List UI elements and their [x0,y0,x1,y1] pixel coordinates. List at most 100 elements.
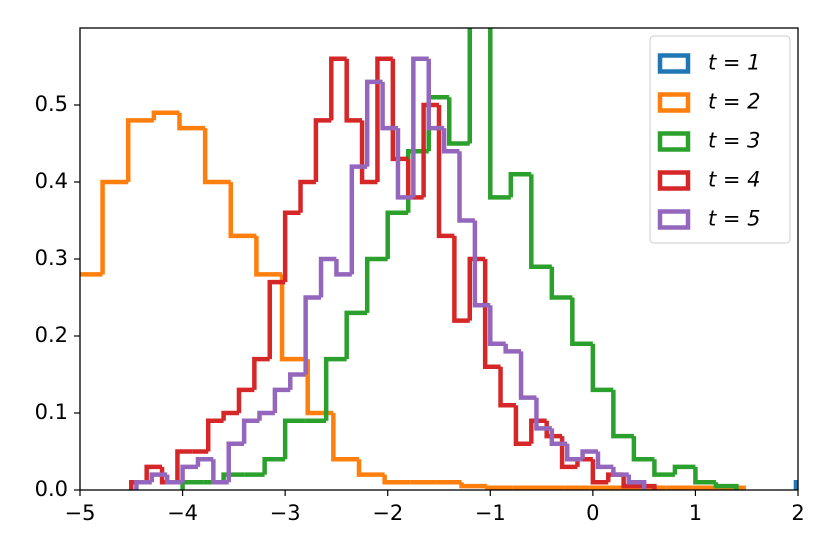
histogram-bin [226,441,245,483]
histogram-bin [267,279,286,360]
histogram-bin [488,305,506,346]
histogram-bin [221,472,245,483]
histogram-bin [513,405,532,447]
histogram-bin [508,172,532,198]
histogram-bin [405,158,424,200]
legend: t = 1 t = 2 t = 3 t = 4 t = 5 [649,35,791,244]
histogram-bin [385,210,409,259]
histogram-bin [334,259,352,277]
histogram-bin [331,413,359,462]
histogram-bin [534,397,552,431]
x-tick-label: −4 [167,501,198,525]
histogram-bin [236,387,255,413]
histogram-bin [503,343,522,354]
y-tick-label: 0.1 [35,400,68,424]
legend-swatch [657,53,691,74]
histogram-bin [713,482,739,490]
histogram-bin [411,56,429,198]
histogram-bin [457,151,475,223]
histogram-bin [467,256,486,321]
histogram-bin [228,182,257,239]
histogram-bin [344,58,363,123]
histogram-bin [323,356,347,421]
histogram-bin [518,351,537,400]
histogram-bin [621,474,640,489]
histogram-bin [356,459,385,477]
histogram-bin [144,464,163,483]
histogram-bin [611,466,629,477]
histogram-bin [344,310,368,360]
legend-label: t = 5 [708,207,761,231]
legend-frame [649,35,791,244]
histogram-bin [549,428,568,447]
histogram-bin [484,485,513,490]
histogram-bin [282,418,306,460]
x-tick-label: −5 [65,501,96,525]
histogram-bin [390,58,409,162]
histogram-bin [149,472,168,483]
histogram-bin [252,356,270,390]
histogram-bin [349,164,368,275]
histogram-bin [498,366,516,408]
histogram-bin [452,235,470,323]
histogram-bin [282,210,301,283]
histogram-bin [279,274,308,362]
histogram-bin [380,81,398,131]
histogram-bin [693,466,716,485]
y-tick-label: 0.2 [35,323,68,347]
histogram-bin [559,436,578,470]
histogram-bin [472,220,491,308]
histogram-bin [570,297,593,346]
histogram-bin [211,459,229,485]
histogram-bin [221,410,239,421]
legend-swatch [657,209,691,230]
legend-label: t = 2 [708,90,761,114]
histogram-bin [447,97,470,146]
legend-label: t = 1 [708,51,761,75]
histogram-bin [544,420,563,439]
histogram-bin [288,372,306,390]
legend-swatch [657,170,691,191]
histogram-bin [202,128,231,185]
histogram-bin [364,256,388,313]
histogram-bin [652,459,675,477]
histogram-bin [305,359,334,416]
plot-area [80,28,798,490]
x-tick-label: 2 [791,501,804,525]
histogram-bin [375,56,393,182]
histogram-bin [426,58,445,131]
histogram-bin [590,459,609,485]
histogram-bin [590,343,614,393]
histogram-bin [564,443,583,462]
x-tick-label: −2 [372,501,403,525]
x-tick-label: 0 [586,501,599,525]
histogram-bin [364,79,383,167]
histogram-bin [529,418,547,444]
histogram-bin [626,474,647,490]
histogram-bin [382,474,411,485]
histogram-bin [580,449,598,460]
x-tick-label: 1 [689,501,702,525]
y-tick-label: 0.4 [35,169,68,193]
histogram-bin [329,56,347,121]
histogram-bin [241,418,260,444]
histogram-bin [257,410,275,421]
histogram-bin [134,480,152,490]
histogram-bin [611,389,634,439]
histogram-bin [436,105,455,239]
histogram-bin [175,449,193,483]
histogram-bin [180,464,198,483]
x-tick-label: −1 [475,501,506,525]
histogram-bin [313,118,332,182]
histogram-bin [459,482,488,489]
histogram-bin [164,474,183,485]
histogram-bin [793,480,798,490]
histogram-bin [488,28,511,200]
histogram-bin [125,118,154,182]
histogram-bin [549,266,573,300]
histogram-bin [421,102,439,198]
histogram-bin [205,418,224,452]
histogram-bin [395,128,414,200]
histogram-bin [631,436,655,462]
